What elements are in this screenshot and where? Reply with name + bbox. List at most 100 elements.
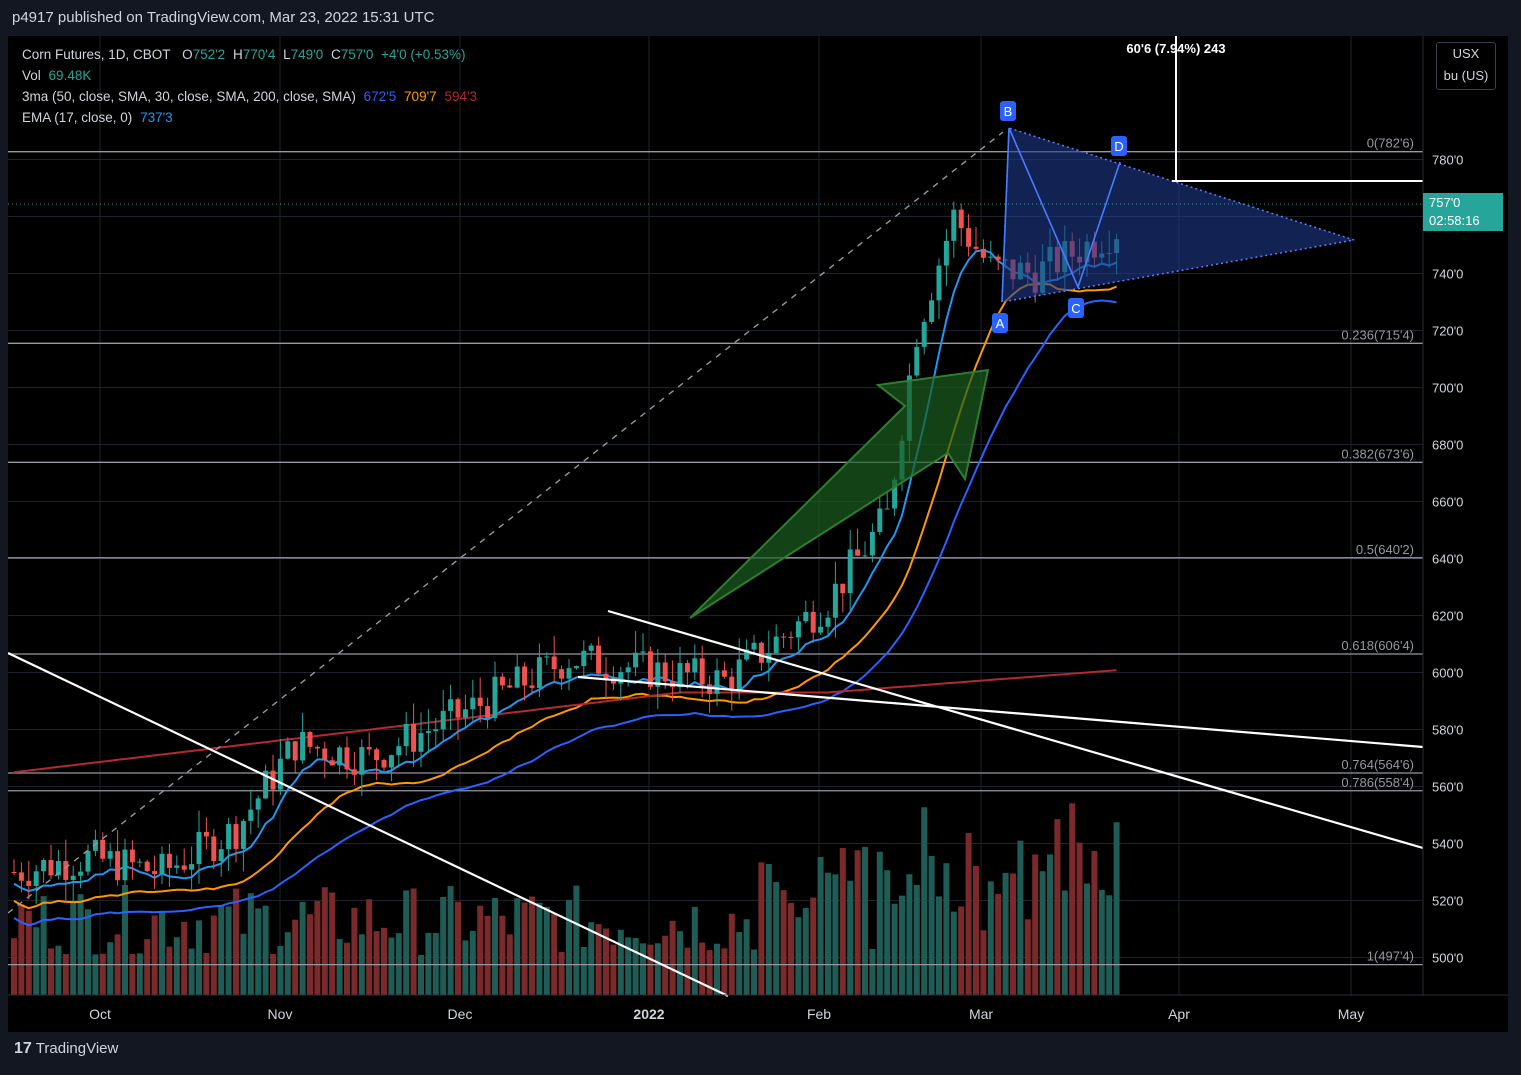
candle-body — [551, 656, 557, 670]
legend-open-label: O — [182, 47, 193, 62]
currency-unit-button[interactable]: USX bu (US) — [1436, 42, 1496, 90]
legend-ema: EMA (17, close, 0) 737'3 — [22, 107, 477, 128]
volume-bar — [1106, 895, 1113, 995]
volume-bar — [780, 890, 787, 995]
volume-bar — [743, 919, 750, 995]
pattern-point-A — [992, 313, 1008, 333]
candle-body — [470, 697, 476, 710]
candle-body — [418, 733, 424, 752]
legend-volume: Vol 69.48K — [22, 65, 477, 86]
volume-bar — [728, 913, 735, 995]
fib-diagonal — [8, 131, 1004, 914]
fib-label-5: 0.764(564'6) — [1341, 757, 1414, 772]
volume-bar — [366, 899, 373, 995]
candle-body — [795, 621, 801, 638]
candle-body — [388, 755, 394, 768]
volume-bar — [18, 904, 25, 995]
candle-body — [263, 770, 269, 799]
volume-bar — [484, 915, 491, 995]
volume-bar — [40, 896, 47, 995]
candle-body — [374, 749, 380, 761]
volume-bar — [492, 897, 498, 995]
pattern-point-D — [1111, 136, 1127, 156]
candle-body — [936, 265, 942, 301]
volume-bar — [595, 924, 602, 995]
candle-body — [744, 649, 750, 660]
candle-body — [869, 531, 875, 556]
volume-bar — [529, 896, 535, 995]
ema17-line — [13, 249, 1117, 893]
volume-bar — [314, 901, 321, 995]
volume-bar — [85, 909, 91, 995]
candle-body — [448, 699, 454, 711]
last-price-tag: 757'0 02:58:16 — [1423, 193, 1503, 231]
volume-bar — [48, 948, 54, 995]
y-tick-label: 600'0 — [1432, 666, 1463, 681]
volume-bar — [758, 862, 765, 995]
y-tick-label: 640'0 — [1432, 552, 1463, 567]
legend-ema-label: EMA (17, close, 0) — [22, 110, 133, 125]
volume-bar — [1069, 803, 1076, 995]
volume-bar — [921, 807, 928, 995]
candle-body — [396, 746, 402, 756]
candle-body — [196, 831, 202, 865]
volume-bar — [899, 895, 905, 995]
candle-body — [781, 636, 787, 638]
volume-bar — [1113, 822, 1120, 995]
candle-body — [85, 850, 91, 872]
legend-ma1: 672'5 — [363, 89, 397, 104]
y-tick-label: 740'0 — [1432, 267, 1463, 282]
candle-body — [618, 672, 624, 684]
candle-body — [529, 685, 535, 688]
fib-label-3: 0.5(640'2) — [1356, 542, 1414, 557]
candle-body — [758, 642, 764, 663]
volume-bar — [839, 847, 846, 995]
candle-body — [499, 676, 505, 686]
volume-bar — [928, 856, 935, 995]
y-tick-label: 540'0 — [1432, 837, 1463, 852]
volume-bar — [706, 950, 713, 995]
candle-body — [115, 851, 121, 881]
currency-label: USX — [1452, 46, 1480, 61]
legend-vol-value: 69.48K — [48, 68, 92, 83]
legend-vol-label: Vol — [22, 68, 41, 83]
candle-body — [721, 670, 727, 677]
volume-bar — [751, 949, 757, 995]
volume-bar — [1017, 840, 1024, 995]
footer-brand[interactable]: 17 TradingView — [14, 1040, 118, 1058]
volume-bar — [1039, 871, 1046, 995]
volume-bar — [936, 896, 942, 995]
candle-body — [699, 658, 705, 685]
x-tick-label: Oct — [89, 1006, 111, 1022]
candle-body — [662, 662, 668, 682]
pattern-point-B — [1000, 101, 1016, 121]
price-chart[interactable]: 0(782'6) 0.236(715'4) 0.382(673'6) 0.5(640'… — [8, 36, 1508, 1032]
volume-bar — [1076, 842, 1083, 995]
volume-bar — [233, 888, 239, 995]
volume-bar — [536, 902, 543, 995]
candle-body — [840, 583, 846, 594]
fib-label-7: 1(497'4) — [1367, 949, 1414, 964]
candle-body — [203, 831, 209, 837]
volume-bar — [603, 928, 609, 995]
y-tick-label: 660'0 — [1432, 495, 1463, 510]
volume-bar — [640, 943, 646, 995]
volume-bar — [107, 942, 114, 995]
candle-body — [507, 685, 513, 688]
volume-bar — [1024, 919, 1031, 995]
volume-bar — [144, 939, 151, 995]
pattern-point-label-D: D — [1114, 139, 1123, 154]
volume-bar — [862, 846, 868, 995]
volume-bar — [344, 942, 350, 995]
volume-bar — [203, 952, 210, 995]
volume-bar — [765, 864, 772, 995]
volume-bar — [521, 902, 528, 995]
breakout-arrow — [689, 368, 990, 619]
volume-bar — [136, 953, 143, 995]
candle-body — [929, 300, 935, 322]
candle-body — [255, 798, 261, 810]
volume-bar — [151, 915, 158, 995]
legend-symbol: Corn Futures, 1D, CBOT — [22, 47, 171, 62]
candle-body — [995, 256, 1001, 260]
volume-bar — [410, 888, 417, 995]
